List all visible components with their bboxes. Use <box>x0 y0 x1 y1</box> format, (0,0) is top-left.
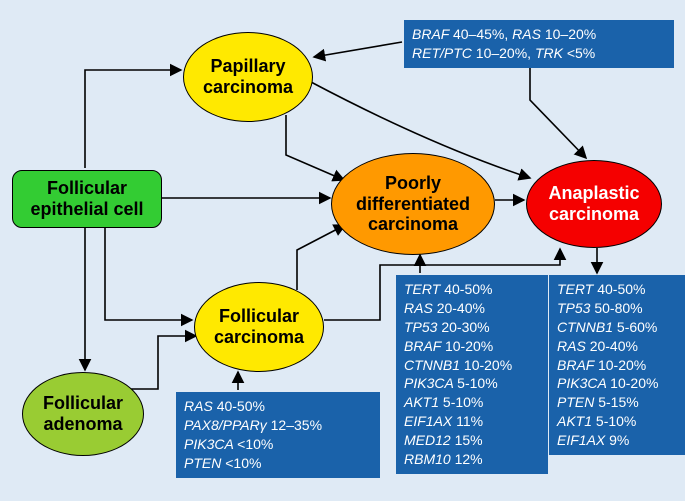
label: Follicularadenoma <box>43 393 123 434</box>
label: Anaplasticcarcinoma <box>548 183 639 224</box>
gene-box-poorly-diff: TERT 40-50%RAS 20-40%TP53 20-30%BRAF 10-… <box>396 275 548 474</box>
label: Poorlydifferentiatedcarcinoma <box>356 173 470 235</box>
node-papillary: Papillarycarcinoma <box>183 32 313 122</box>
node-follicular-epithelial: Follicularepithelial cell <box>12 170 162 228</box>
label: Papillarycarcinoma <box>203 56 293 97</box>
node-poorly-diff: Poorlydifferentiatedcarcinoma <box>331 153 495 255</box>
node-follicular-carcinoma: Follicularcarcinoma <box>194 282 324 372</box>
gene-box-papillary: BRAF 40–45%, RAS 10–20%RET/PTC 10–20%, T… <box>404 20 674 68</box>
label: Follicularcarcinoma <box>214 306 304 347</box>
node-follicular-adenoma: Follicularadenoma <box>22 372 144 456</box>
label: Follicularepithelial cell <box>30 178 143 219</box>
node-anaplastic: Anaplasticcarcinoma <box>526 160 662 248</box>
gene-box-anaplastic: TERT 40-50%TP53 50-80%CTNNB1 5-60%RAS 20… <box>549 275 685 455</box>
gene-box-follicular: RAS 40-50%PAX8/PPARγ 12–35%PIK3CA <10%PT… <box>176 392 380 478</box>
